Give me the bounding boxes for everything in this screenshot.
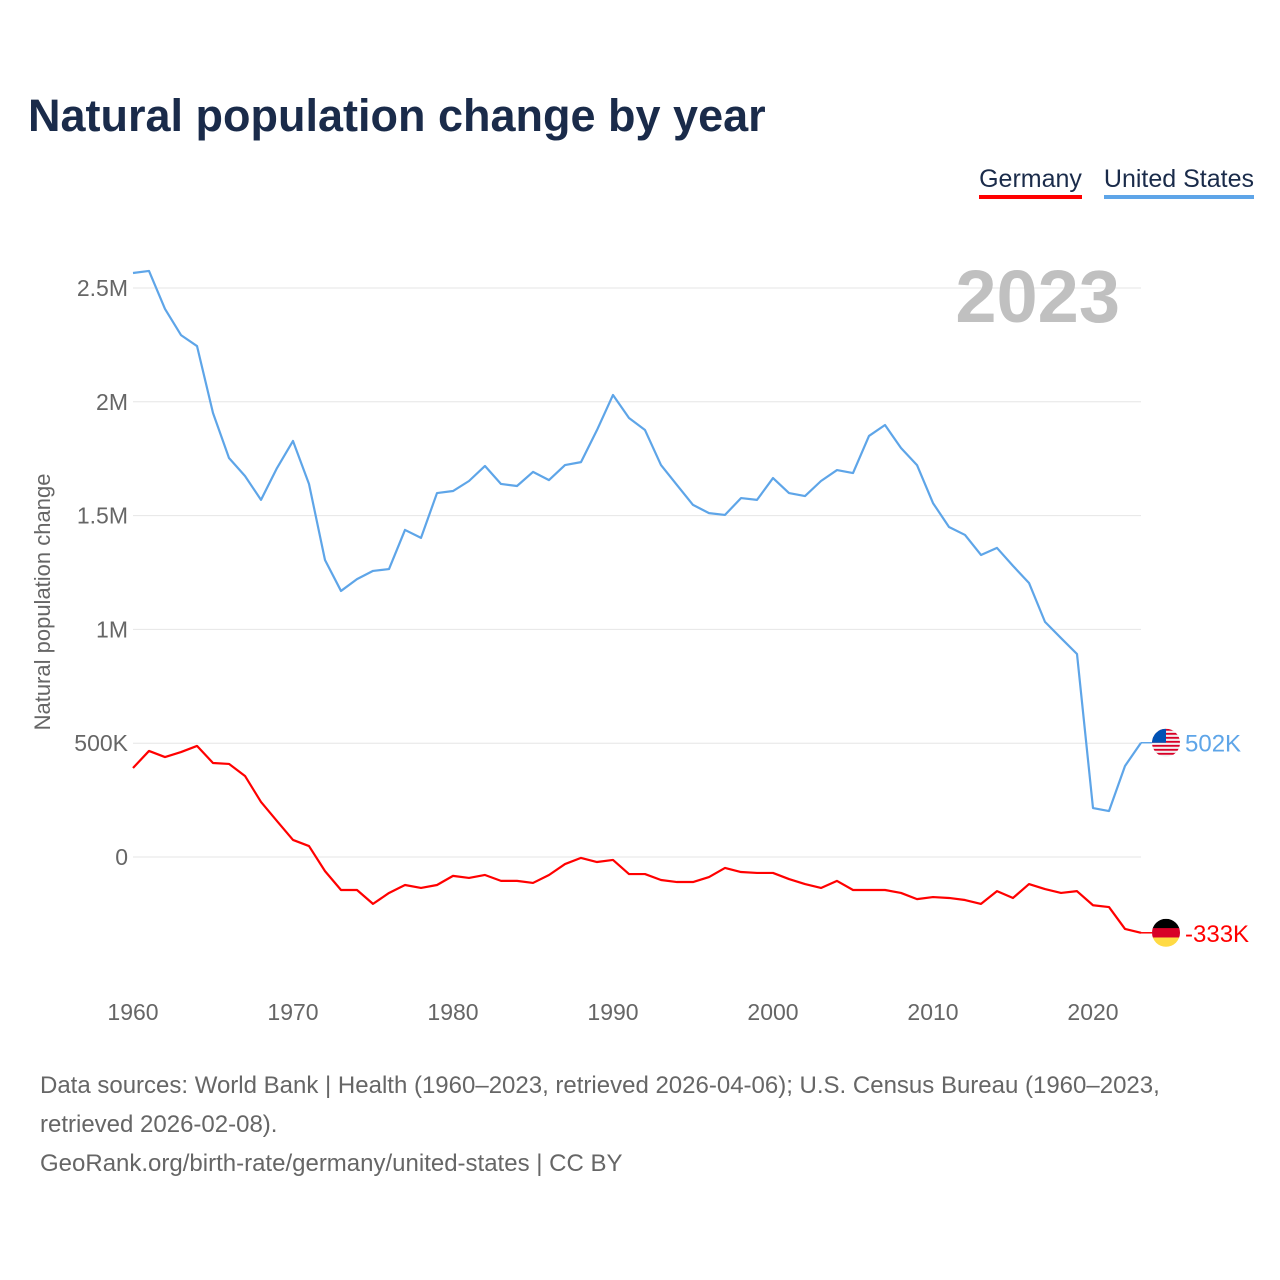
flag-stripe	[1152, 928, 1180, 938]
data-sources: Data sources: World Bank | Health (1960–…	[40, 1072, 1160, 1138]
series-line-united-states	[132, 269, 1142, 813]
flag-stripe	[1152, 937, 1180, 947]
end-value-label: -333K	[1185, 921, 1249, 948]
year-watermark: 2023	[955, 255, 1120, 338]
us-flag-icon	[1152, 728, 1180, 757]
y-tick-label: 2.5M	[77, 275, 128, 301]
flag-stripe	[1152, 746, 1180, 749]
y-tick-label: 1.5M	[77, 503, 128, 529]
source-link[interactable]: GeoRank.org/birth-rate/germany/united-st…	[40, 1150, 623, 1177]
legend: Germany United States	[979, 165, 1254, 199]
y-tick-label: 2M	[96, 389, 128, 415]
flag-canton	[1152, 728, 1166, 743]
footer: Data sources: World Bank | Health (1960–…	[40, 1066, 1250, 1183]
x-tick-label: 2020	[1067, 999, 1118, 1025]
flag-stripe	[1152, 754, 1180, 757]
x-tick-label: 2000	[747, 999, 798, 1025]
x-tick-label: 1980	[427, 999, 478, 1025]
series-line-germany	[132, 744, 1142, 934]
end-value-label: 502K	[1185, 731, 1241, 758]
x-tick-label: 1960	[107, 999, 158, 1025]
flag-stripe	[1152, 742, 1180, 745]
chart-title: Natural population change by year	[28, 90, 766, 141]
line-chart: 0 500K 1M 1.5M 2M 2.5M 1960 1970 1980 1990 2000 201…	[30, 255, 1249, 1025]
flag-stripe	[1152, 918, 1180, 929]
x-tick-label: 2010	[907, 999, 958, 1025]
x-tick-label: 1970	[267, 999, 318, 1025]
y-tick-label: 0	[115, 844, 128, 870]
flag-stripe	[1152, 744, 1180, 747]
flag-stripe	[1152, 750, 1180, 753]
flag-body	[1152, 728, 1180, 757]
legend-united-states[interactable]: United States	[1103, 165, 1254, 199]
legend-germany[interactable]: Germany	[979, 165, 1082, 199]
y-tick-label: 1M	[96, 616, 128, 642]
flag-stripe	[1152, 752, 1180, 755]
y-tick-label: 500K	[74, 730, 128, 756]
flag-stripe	[1152, 748, 1180, 751]
x-tick-label: 1990	[587, 999, 638, 1025]
y-axis-label: Natural population change	[30, 474, 55, 731]
flag-body	[1152, 918, 1180, 947]
germany-flag-icon	[1152, 918, 1180, 947]
